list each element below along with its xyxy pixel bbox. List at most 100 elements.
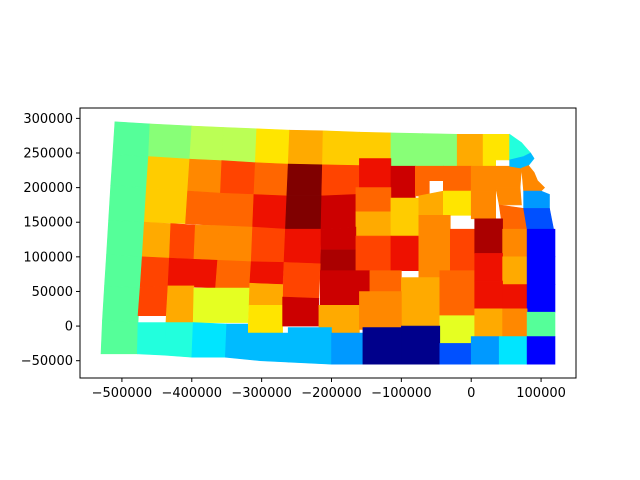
y-tick-label: 200000 xyxy=(23,181,73,196)
county-region-r80 xyxy=(137,285,169,317)
county-region-r35 xyxy=(320,194,357,230)
y-tick-label: 0 xyxy=(65,320,73,335)
county-region-r90 xyxy=(502,308,528,337)
x-tick-label: −400000 xyxy=(162,386,223,401)
county-region-r31 xyxy=(185,190,221,227)
y-tick-label: 100000 xyxy=(23,250,73,265)
county-region-r12 xyxy=(482,134,510,168)
county-region-r101 xyxy=(401,325,441,365)
county-region-r29 xyxy=(108,185,147,223)
county-region-r85 xyxy=(282,296,320,327)
axes-frame xyxy=(79,107,577,379)
county-region-r105 xyxy=(526,336,556,365)
county-region-r104 xyxy=(498,336,528,365)
county-region-r81 xyxy=(165,285,195,323)
county-region-r72 xyxy=(439,270,476,317)
county-region-r10 xyxy=(421,133,458,168)
county-region-r4 xyxy=(221,127,258,164)
county-region-r43 xyxy=(523,190,550,209)
x-tick-label: −500000 xyxy=(92,386,153,401)
x-tick-label: −100000 xyxy=(371,386,432,401)
county-region-r84 xyxy=(247,304,283,334)
county-region-r100 xyxy=(362,327,402,365)
county-region-r3 xyxy=(189,125,224,161)
county-region-r78 xyxy=(526,284,556,313)
y-tick-label: 50000 xyxy=(32,285,73,300)
county-region-r71 xyxy=(401,277,441,327)
county-region-r48 xyxy=(169,223,196,260)
x-tick-label: −300000 xyxy=(231,386,292,401)
county-region-r102 xyxy=(439,343,472,365)
county-region-r16 xyxy=(187,158,223,194)
county-region-r55 xyxy=(355,235,392,272)
county-region-r47 xyxy=(141,221,172,259)
county-region-r44 xyxy=(498,204,528,230)
x-tick-label: 100000 xyxy=(516,386,566,401)
county-region-r18 xyxy=(253,162,289,197)
county-region-r79 xyxy=(102,285,141,323)
county-region-r83 xyxy=(248,282,283,306)
county-region-r20 xyxy=(321,164,360,197)
county-region-r93 xyxy=(136,322,167,356)
county-region-r32 xyxy=(218,192,255,228)
county-region-r6 xyxy=(287,129,324,166)
county-region-r64 xyxy=(139,256,170,289)
county-region-r99 xyxy=(331,332,364,365)
county-region-r19 xyxy=(286,163,323,197)
county-region-r42 xyxy=(495,187,522,206)
county-region-r45 xyxy=(523,208,554,230)
county-region-r9 xyxy=(390,132,423,168)
county-region-r60 xyxy=(474,218,503,254)
county-region-r87 xyxy=(359,291,402,330)
x-tick-label: −200000 xyxy=(301,386,362,401)
y-tick-label: −50000 xyxy=(21,354,73,369)
county-region-r38 xyxy=(390,197,420,237)
county-region-r54 xyxy=(319,249,357,272)
county-region-r68 xyxy=(282,262,321,299)
x-tick-label: 0 xyxy=(467,386,475,401)
county-region-r75 xyxy=(526,256,556,285)
county-region-r7 xyxy=(322,130,360,166)
county-region-r89 xyxy=(474,308,503,337)
county-region-r97 xyxy=(259,332,289,363)
county-region-r50 xyxy=(217,225,253,263)
x-axis-ticks: −500000 −400000 −300000 −200000 −100000 0 1000… xyxy=(92,378,566,401)
county-region-r62 xyxy=(526,228,556,258)
county-region-r67 xyxy=(249,261,285,285)
county-region-r94 xyxy=(164,322,194,358)
county-region-r26 xyxy=(495,165,522,188)
y-axis-ticks: −50000 0 50000 100000 150000 200000 250000 3000… xyxy=(21,112,80,369)
county-region-r56 xyxy=(390,235,420,272)
county-region-r57 xyxy=(418,215,451,247)
county-region-r21 xyxy=(359,158,392,188)
county-region-r17 xyxy=(220,160,256,195)
county-region-r59 xyxy=(449,228,476,272)
county-region-r1 xyxy=(112,121,151,157)
county-region-r2 xyxy=(148,123,193,160)
county-region-r61 xyxy=(502,228,528,258)
y-tick-label: 300000 xyxy=(23,112,73,127)
county-region-r5 xyxy=(254,128,290,165)
county-region-r49 xyxy=(193,224,220,261)
county-region-r53 xyxy=(320,226,357,251)
county-region-r28 xyxy=(521,165,546,192)
county-region-r95 xyxy=(191,322,228,358)
county-region-r65 xyxy=(167,257,218,289)
county-region-r77 xyxy=(502,284,528,310)
county-region-r76 xyxy=(474,280,503,310)
county-region-r51 xyxy=(250,226,286,263)
county-region-r91 xyxy=(526,311,556,337)
county-regions xyxy=(100,121,556,365)
county-region-r33 xyxy=(252,194,288,230)
county-region-r63 xyxy=(104,254,143,289)
county-region-r41 xyxy=(470,190,497,220)
county-region-r22 xyxy=(390,165,416,199)
county-region-r52 xyxy=(283,228,322,265)
county-region-r46 xyxy=(106,219,145,258)
county-region-r37 xyxy=(355,211,392,237)
county-region-r40 xyxy=(442,190,472,216)
county-region-r36 xyxy=(355,187,392,213)
county-region-r73 xyxy=(474,253,503,282)
y-tick-label: 250000 xyxy=(23,147,73,162)
